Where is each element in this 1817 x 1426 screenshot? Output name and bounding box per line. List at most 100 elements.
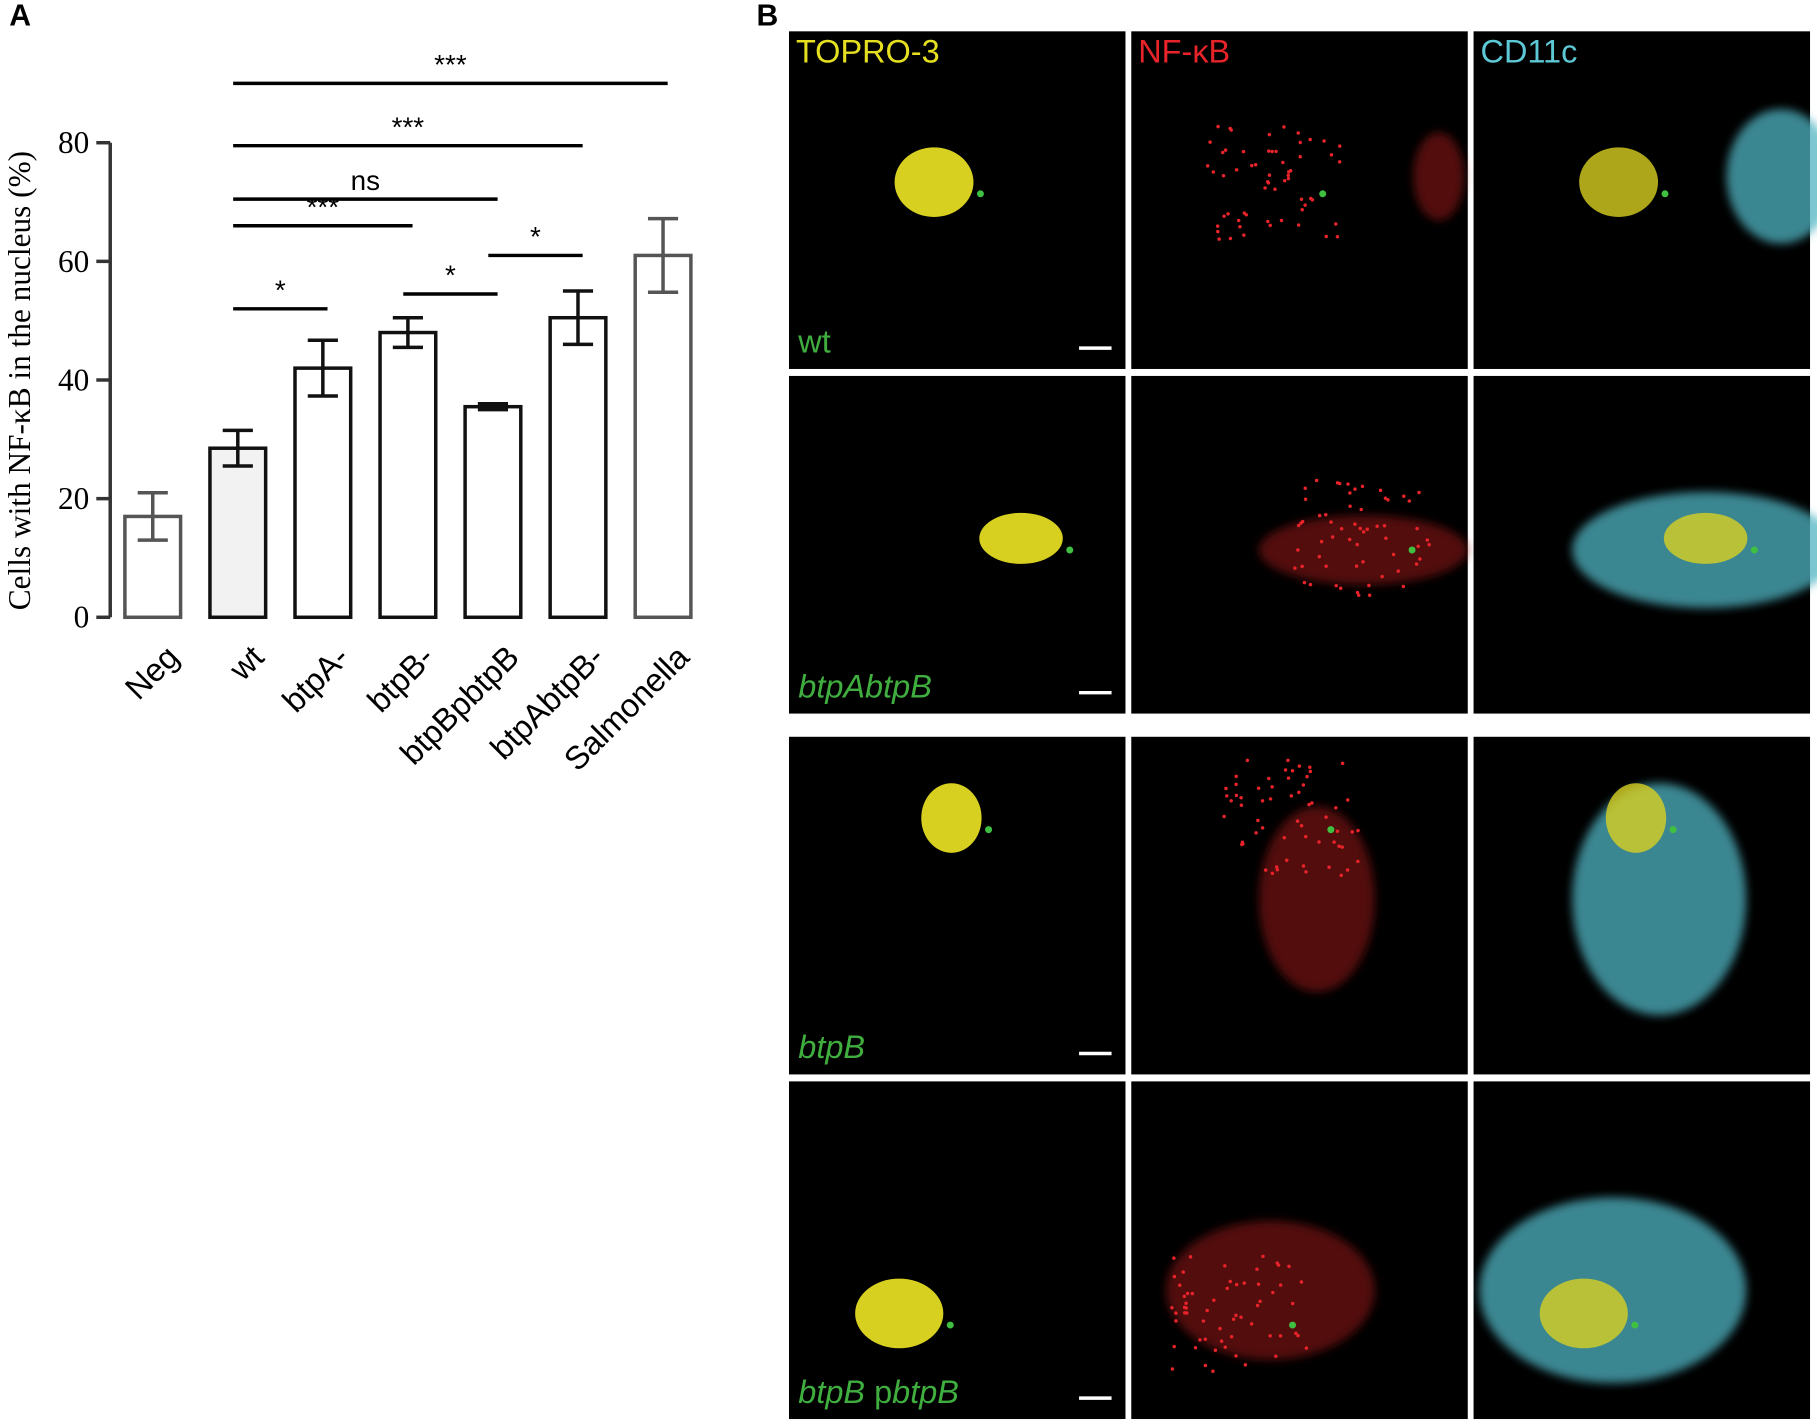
speckle <box>1228 236 1233 241</box>
speckle <box>1309 196 1313 201</box>
speckle <box>1225 1286 1229 1291</box>
speckle <box>1332 840 1336 844</box>
speckle <box>1174 1311 1178 1315</box>
bar <box>633 253 693 620</box>
speckle <box>1359 507 1363 512</box>
speckle <box>1268 797 1273 801</box>
speckle <box>1296 1333 1300 1338</box>
speckle <box>1185 1291 1190 1296</box>
speckle <box>1339 873 1344 878</box>
speckle <box>1229 799 1233 803</box>
nucleus <box>1663 512 1748 564</box>
speckle <box>1296 223 1301 227</box>
speckle <box>1228 126 1232 131</box>
bacterium <box>976 190 984 198</box>
speckle <box>1216 124 1220 129</box>
speckle <box>1234 793 1239 798</box>
speckle <box>1314 478 1319 483</box>
speckle <box>1290 769 1295 773</box>
speckle <box>1383 496 1388 500</box>
nucleus <box>1579 147 1659 217</box>
speckle <box>1172 1256 1176 1260</box>
column-label: CD11c <box>1481 34 1578 70</box>
speckle <box>1297 764 1302 768</box>
speckle <box>1367 583 1371 588</box>
speckle <box>1219 1339 1224 1344</box>
speckle <box>1256 818 1260 823</box>
cell-body <box>1413 132 1465 221</box>
error-bar <box>562 289 594 347</box>
error-bar <box>222 428 253 468</box>
speckle <box>1334 806 1338 810</box>
speckle <box>1337 160 1342 164</box>
row-label-part: btpAbtpB <box>798 668 932 704</box>
speckle <box>1282 125 1286 129</box>
micrograph <box>788 375 1126 714</box>
speckle <box>1226 212 1230 216</box>
micrograph <box>1473 1081 1811 1420</box>
speckle <box>1310 801 1314 805</box>
speckle <box>1234 1313 1238 1318</box>
speckle <box>1350 830 1354 834</box>
speckle <box>1354 564 1359 568</box>
speckle <box>1329 520 1333 524</box>
speckle <box>1211 1369 1215 1374</box>
speckle <box>1382 524 1387 528</box>
speckle <box>1339 586 1343 591</box>
error-bar <box>477 401 509 412</box>
speckle <box>1335 234 1340 239</box>
significance-label: *** <box>307 191 340 222</box>
speckle <box>1303 497 1308 502</box>
speckle <box>1229 1335 1234 1339</box>
speckle <box>1356 593 1361 598</box>
speckle <box>1391 552 1396 557</box>
row-label: wt <box>797 324 830 360</box>
bacterium <box>1631 1321 1639 1329</box>
speckle <box>1190 1291 1195 1296</box>
speckle <box>1188 1255 1193 1259</box>
speckle <box>1295 819 1300 823</box>
speckle <box>1228 1279 1233 1284</box>
speckle <box>1414 562 1419 566</box>
speckle <box>1267 132 1272 137</box>
speckle <box>1263 186 1267 190</box>
speckle <box>1297 790 1301 795</box>
micrograph <box>1131 1081 1468 1420</box>
micrograph-background <box>788 1081 1126 1420</box>
speckle <box>1282 836 1287 840</box>
speckle <box>1300 564 1304 569</box>
speckle <box>1205 164 1210 168</box>
speckle <box>1346 482 1350 486</box>
speckle <box>1193 1346 1198 1350</box>
row-label-part: p <box>865 1374 892 1410</box>
bar <box>378 330 438 620</box>
speckle <box>1267 173 1272 177</box>
speckle <box>1327 865 1331 870</box>
speckle <box>1201 1319 1206 1323</box>
speckle <box>1427 543 1431 547</box>
x-tick-label: btpB- <box>361 639 441 719</box>
speckle <box>1340 845 1344 849</box>
y-tick-label: 40 <box>58 362 89 397</box>
speckle <box>1238 225 1242 229</box>
speckle <box>1205 1308 1209 1313</box>
speckle <box>1301 783 1306 787</box>
y-tick-label: 80 <box>58 125 89 160</box>
speckle <box>1239 1315 1243 1319</box>
speckle <box>1283 768 1288 772</box>
speckle <box>1178 1283 1182 1287</box>
speckle <box>1240 840 1245 844</box>
micrograph-background <box>1131 31 1468 369</box>
panel-label: A <box>9 0 31 33</box>
speckle <box>1274 865 1279 869</box>
speckle <box>1184 1301 1188 1306</box>
speckle <box>1307 802 1311 807</box>
speckle <box>1322 139 1326 143</box>
speckle <box>1299 521 1303 525</box>
speckle <box>1213 1348 1218 1352</box>
nucleus <box>1605 783 1667 853</box>
speckle <box>1296 131 1300 135</box>
speckle <box>1275 868 1280 872</box>
speckle <box>1217 237 1221 241</box>
speckle <box>1223 1345 1228 1349</box>
